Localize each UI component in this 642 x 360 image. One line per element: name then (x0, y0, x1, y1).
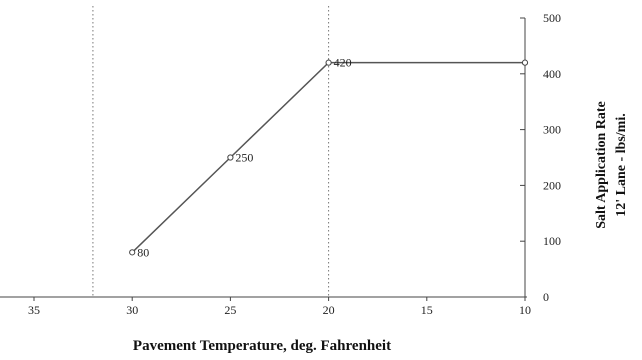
data-labels: 80 250 420 (137, 56, 351, 260)
y-tick-label: 300 (543, 123, 561, 137)
x-tick-label: 10 (519, 303, 531, 317)
y-tick-label: 400 (543, 67, 561, 81)
data-point (129, 249, 136, 256)
series-line (131, 61, 525, 253)
data-point (325, 59, 332, 66)
x-tick-label: 15 (421, 303, 433, 317)
data-label: 250 (235, 151, 253, 165)
x-tick-label: 35 (28, 303, 40, 317)
data-label: 80 (137, 245, 149, 259)
y-axis-ticks: 0 100 200 300 400 500 (520, 11, 561, 304)
data-label: 420 (334, 56, 352, 70)
x-tick-label: 20 (323, 303, 335, 317)
y-tick-label: 500 (543, 11, 561, 25)
x-axis-title: Pavement Temperature, deg. Fahrenheit (133, 338, 391, 354)
reference-lines (92, 6, 330, 297)
x-axis-ticks: 35 30 25 20 15 10 (28, 297, 531, 317)
x-tick-label: 25 (224, 303, 236, 317)
y-axis-title: Salt Application Rate 12' Lane - lbs/mi. (594, 101, 629, 229)
data-points (129, 59, 529, 256)
y-tick-label: 0 (543, 290, 549, 304)
data-point (521, 59, 529, 66)
data-point (227, 154, 234, 161)
y-axis-title-line2: 12' Lane - lbs/mi. (614, 113, 629, 216)
y-axis-title-line1: Salt Application Rate (594, 101, 609, 229)
y-tick-label: 100 (543, 234, 561, 248)
y-tick-label: 200 (543, 178, 561, 192)
x-tick-label: 30 (126, 303, 138, 317)
